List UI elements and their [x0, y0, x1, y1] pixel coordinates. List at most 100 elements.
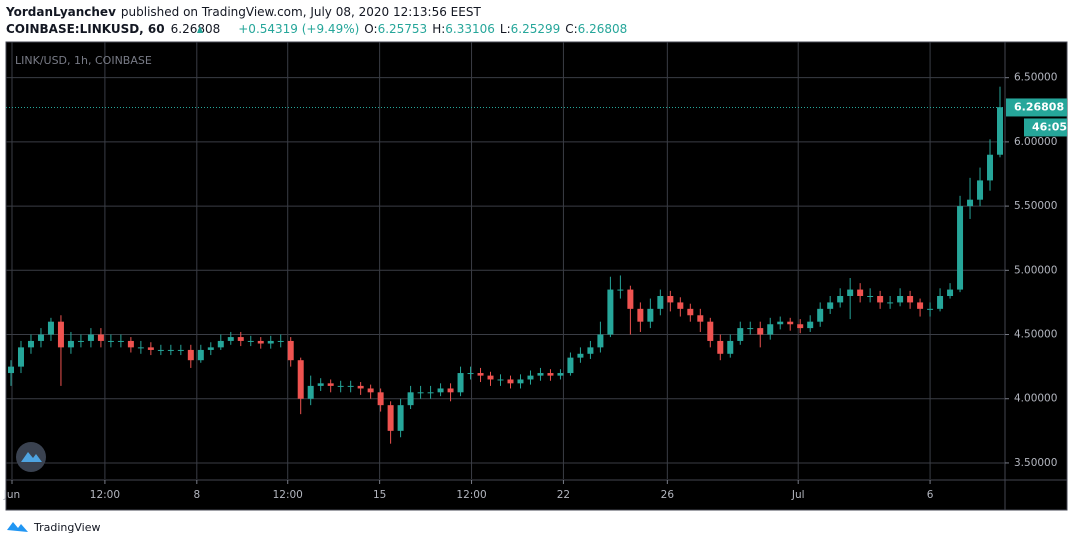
candle-body	[247, 340, 254, 342]
candle-body	[787, 321, 794, 325]
candle-body	[387, 405, 394, 431]
candle-body	[107, 340, 114, 342]
candle-body	[677, 302, 684, 309]
candle-body	[937, 295, 944, 309]
candle-body	[697, 315, 704, 322]
candle-body	[337, 385, 344, 387]
candle-body	[277, 340, 284, 342]
candle-body	[437, 388, 444, 393]
candle-body	[397, 405, 404, 431]
last-price-label: 6.26808	[1014, 100, 1064, 113]
candle-body	[747, 328, 754, 330]
x-tick-label: 15	[373, 489, 386, 501]
o-label: O:	[364, 22, 377, 36]
candle-body	[797, 324, 804, 329]
candle-body	[597, 334, 604, 348]
price: 6.26808	[171, 22, 221, 36]
x-tick-label: 12:00	[90, 489, 120, 501]
candle-body	[427, 392, 434, 394]
countdown-label: 46:05	[1032, 120, 1067, 133]
candle-body	[627, 289, 634, 309]
candle-body	[87, 334, 94, 341]
h-value: 6.33106	[445, 22, 495, 36]
y-tick-label: 6.50000	[1014, 72, 1057, 84]
candle-body	[987, 154, 994, 181]
candle-body	[657, 295, 664, 309]
candle-body	[607, 289, 614, 335]
published: published on TradingView.com, July 08, 2…	[121, 5, 482, 19]
candle-body	[157, 349, 164, 351]
candle-body	[557, 373, 564, 376]
candle-body	[237, 337, 244, 341]
x-tick-label: 22	[557, 489, 570, 501]
candle-body	[37, 334, 44, 341]
x-tick-label: 12:00	[273, 489, 303, 501]
candle-body	[837, 295, 844, 303]
candle-body	[217, 340, 224, 348]
candle-body	[197, 349, 204, 361]
candle-body	[957, 206, 964, 290]
candle-body	[207, 347, 214, 350]
last-price-tag	[1006, 98, 1067, 117]
symbol-line: COINBASE:LINKUSD, 60 6.26808 +0.54319 (+9.…	[6, 22, 627, 36]
candle-body	[497, 379, 504, 381]
y-tick-label: 5.50000	[1014, 200, 1057, 212]
y-tick-label: 4.50000	[1014, 329, 1057, 341]
candle-body	[47, 321, 54, 335]
candle-body	[467, 373, 474, 375]
candle-body	[777, 321, 784, 325]
l-value: 6.25299	[511, 22, 561, 36]
x-tick-label: 6	[927, 489, 934, 501]
y-tick-label: 5.00000	[1014, 264, 1057, 276]
candle-body	[707, 321, 714, 341]
y-tick-label: 3.50000	[1014, 457, 1057, 469]
candle-body	[97, 334, 104, 341]
candle-body	[667, 295, 674, 303]
candle-body	[907, 295, 914, 303]
candle-body	[717, 340, 724, 354]
candle-body	[887, 302, 894, 304]
c-label: C:	[565, 22, 577, 36]
candle-body	[817, 308, 824, 322]
candle-body	[687, 308, 694, 316]
candle-body	[647, 308, 654, 322]
candle-body	[357, 385, 364, 389]
candle-body	[7, 366, 14, 374]
candle-body	[757, 328, 764, 335]
chart-title: LINK/USD, 1h, COINBASE	[15, 54, 152, 67]
c-value: 6.26808	[578, 22, 628, 36]
candle-body	[307, 385, 314, 399]
x-tick-label: 8	[193, 489, 200, 501]
candle-body	[67, 340, 74, 348]
candle-body	[927, 308, 934, 310]
h-label: H:	[432, 22, 445, 36]
candle-body	[947, 289, 954, 296]
candle-body	[617, 289, 624, 291]
candle-body	[577, 353, 584, 358]
candle-body	[407, 392, 414, 406]
candle-body	[857, 289, 864, 296]
candle-body	[587, 347, 594, 354]
candle-body	[517, 379, 524, 384]
candle-body	[447, 388, 454, 393]
y-tick-label: 6.00000	[1014, 136, 1057, 148]
candle-body	[537, 373, 544, 376]
candle-body	[847, 289, 854, 296]
candle-body	[477, 373, 484, 376]
candle-body	[547, 373, 554, 376]
candle-body	[187, 349, 194, 361]
candle-body	[167, 349, 174, 351]
candle-body	[967, 199, 974, 207]
candle-body	[17, 347, 24, 367]
candle-body	[377, 392, 384, 406]
candle-body	[737, 328, 744, 341]
candle-body	[767, 324, 774, 335]
candle-body	[27, 340, 34, 348]
candle-body	[257, 340, 264, 344]
publish-line: YordanLyanchev published on TradingView.c…	[5, 5, 481, 19]
candle-body	[117, 340, 124, 342]
candle-body	[57, 321, 64, 348]
x-tick-label: Jun	[3, 489, 20, 501]
candle-body	[917, 302, 924, 309]
